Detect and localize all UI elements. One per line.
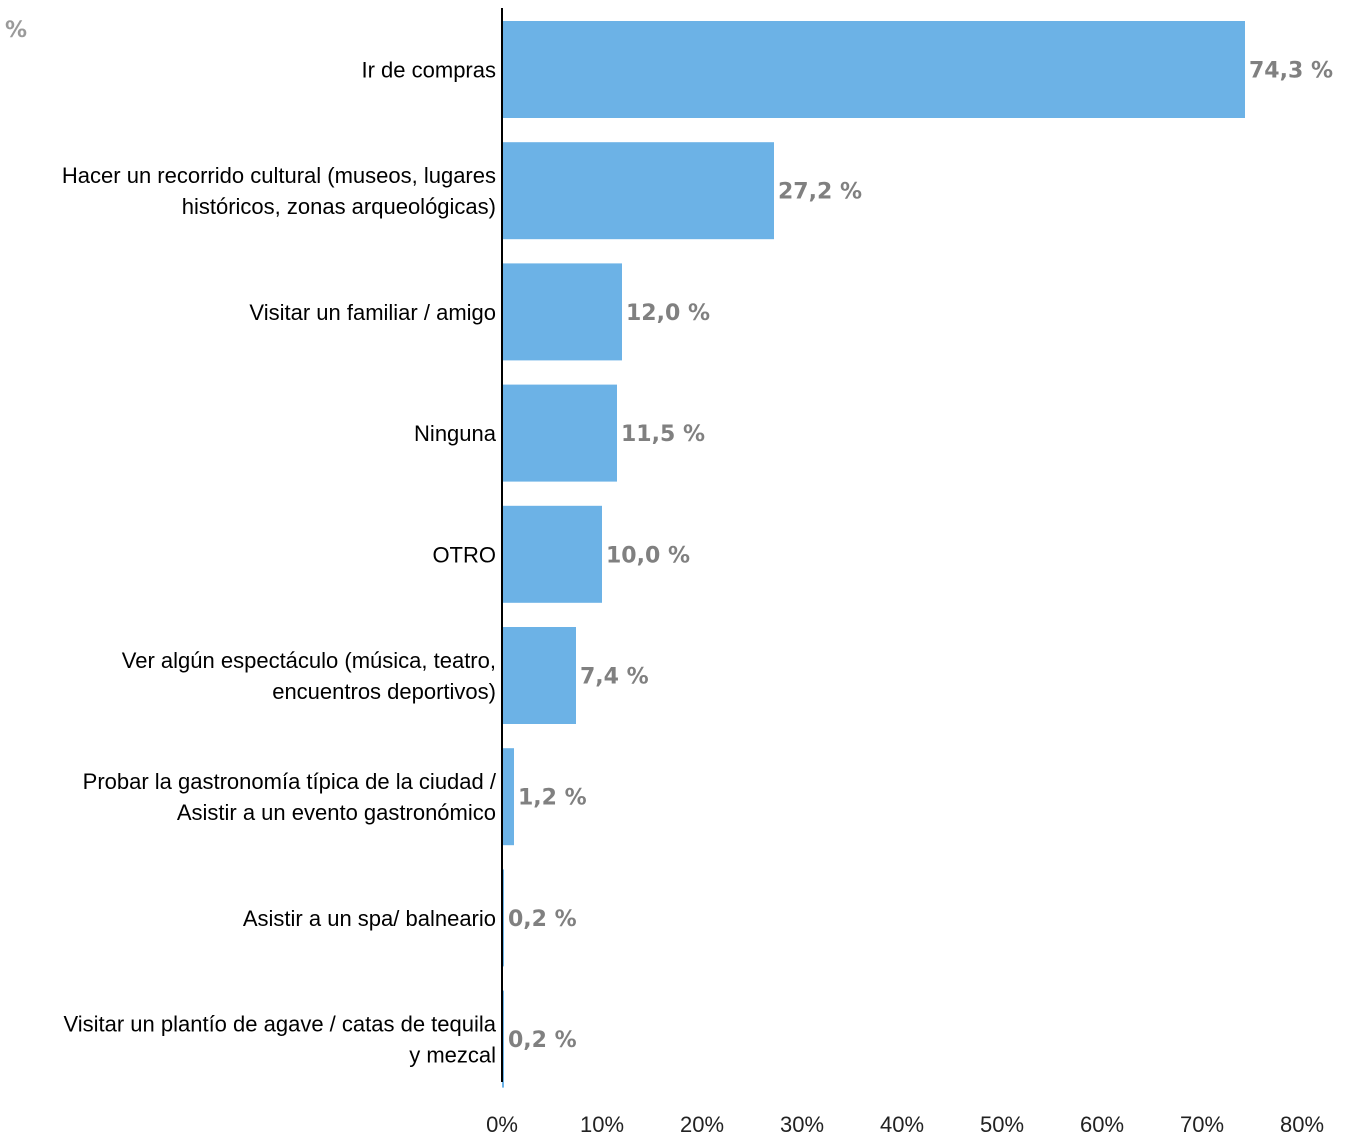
category-label: Ninguna (414, 421, 497, 446)
bar (502, 21, 1245, 118)
corner-label: 0 % (0, 18, 27, 43)
value-label: 0,2 % (508, 1028, 577, 1053)
category-label: Visitar un familiar / amigo (249, 300, 496, 325)
category-label: Asistir a un spa/ balneario (243, 906, 496, 931)
category-label: OTRO (432, 542, 496, 567)
category-labels-group: Ir de compras Hacer un recorrido cultural… (62, 58, 497, 1068)
x-tick-label: 0% (486, 1112, 518, 1137)
x-tick-label: 70% (1180, 1112, 1224, 1137)
bar (502, 384, 617, 482)
value-label: 74,3 % (1249, 59, 1333, 84)
category-label: Hacer un recorrido cultural (museos, lug… (62, 163, 496, 188)
category-label: encuentros deportivos) (272, 679, 496, 704)
x-tick-label: 80% (1280, 1112, 1324, 1137)
bar (502, 748, 514, 846)
x-tick-label: 40% (880, 1112, 924, 1137)
x-axis-ticks-group: 0% 10% 20% 30% 40% 50% 60% 70% 80% (486, 1112, 1324, 1137)
x-tick-label: 20% (680, 1112, 724, 1137)
value-label: 0,2 % (508, 907, 577, 932)
x-tick-label: 50% (980, 1112, 1024, 1137)
category-label: Probar la gastronomía típica de la ciuda… (83, 769, 497, 794)
value-label: 11,5 % (621, 422, 705, 447)
x-tick-label: 30% (780, 1112, 824, 1137)
value-label: 27,2 % (778, 180, 862, 205)
bar (502, 142, 774, 240)
category-label: Asistir a un evento gastronómico (177, 800, 496, 825)
bar (502, 505, 602, 603)
bars-group (502, 21, 1245, 1088)
value-label: 1,2 % (518, 786, 587, 811)
value-label: 7,4 % (580, 665, 649, 690)
category-label: históricos, zonas arqueológicas) (182, 194, 496, 219)
bar (502, 627, 576, 724)
x-tick-label: 10% (580, 1112, 624, 1137)
value-label: 12,0 % (626, 301, 710, 326)
bar (502, 263, 622, 361)
category-label: Ir de compras (362, 58, 497, 83)
x-tick-label: 60% (1080, 1112, 1124, 1137)
value-labels-group: 74,3 % 27,2 % 12,0 % 11,5 % 10,0 % 7,4 % 1,2 %… (508, 59, 1333, 1054)
value-label: 10,0 % (606, 543, 690, 568)
category-label: Ver algún espectáculo (música, teatro, (122, 648, 496, 673)
category-label: y mezcal (409, 1043, 496, 1068)
category-label: Visitar un plantío de agave / catas de t… (63, 1012, 496, 1037)
